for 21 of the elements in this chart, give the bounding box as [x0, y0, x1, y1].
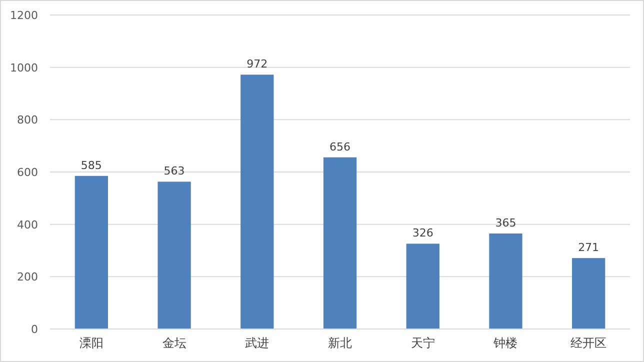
data-label: 563 — [164, 164, 185, 178]
x-tick-label: 武进 — [245, 336, 270, 350]
y-tick-label: 600 — [17, 166, 38, 179]
y-tick-label: 200 — [17, 270, 38, 284]
data-label: 326 — [412, 226, 434, 240]
data-label: 365 — [495, 216, 516, 230]
x-tick-label: 钟楼 — [492, 336, 518, 350]
x-tick-label: 天宁 — [410, 336, 435, 350]
y-tick-label: 0 — [31, 323, 38, 336]
x-tick-label: 溧阳 — [79, 336, 104, 350]
data-label: 271 — [578, 241, 600, 254]
data-label: 972 — [246, 58, 268, 71]
y-tick-label: 1200 — [10, 9, 38, 22]
y-tick-label: 400 — [17, 218, 38, 232]
x-tick-label: 金坛 — [162, 336, 186, 350]
data-label: 656 — [330, 140, 350, 154]
x-tick-label: 新北 — [328, 336, 352, 350]
x-tick-label: 经开区 — [570, 336, 607, 350]
y-tick-label: 800 — [17, 114, 38, 127]
data-label: 585 — [80, 158, 102, 172]
y-tick-label: 1000 — [10, 61, 38, 74]
